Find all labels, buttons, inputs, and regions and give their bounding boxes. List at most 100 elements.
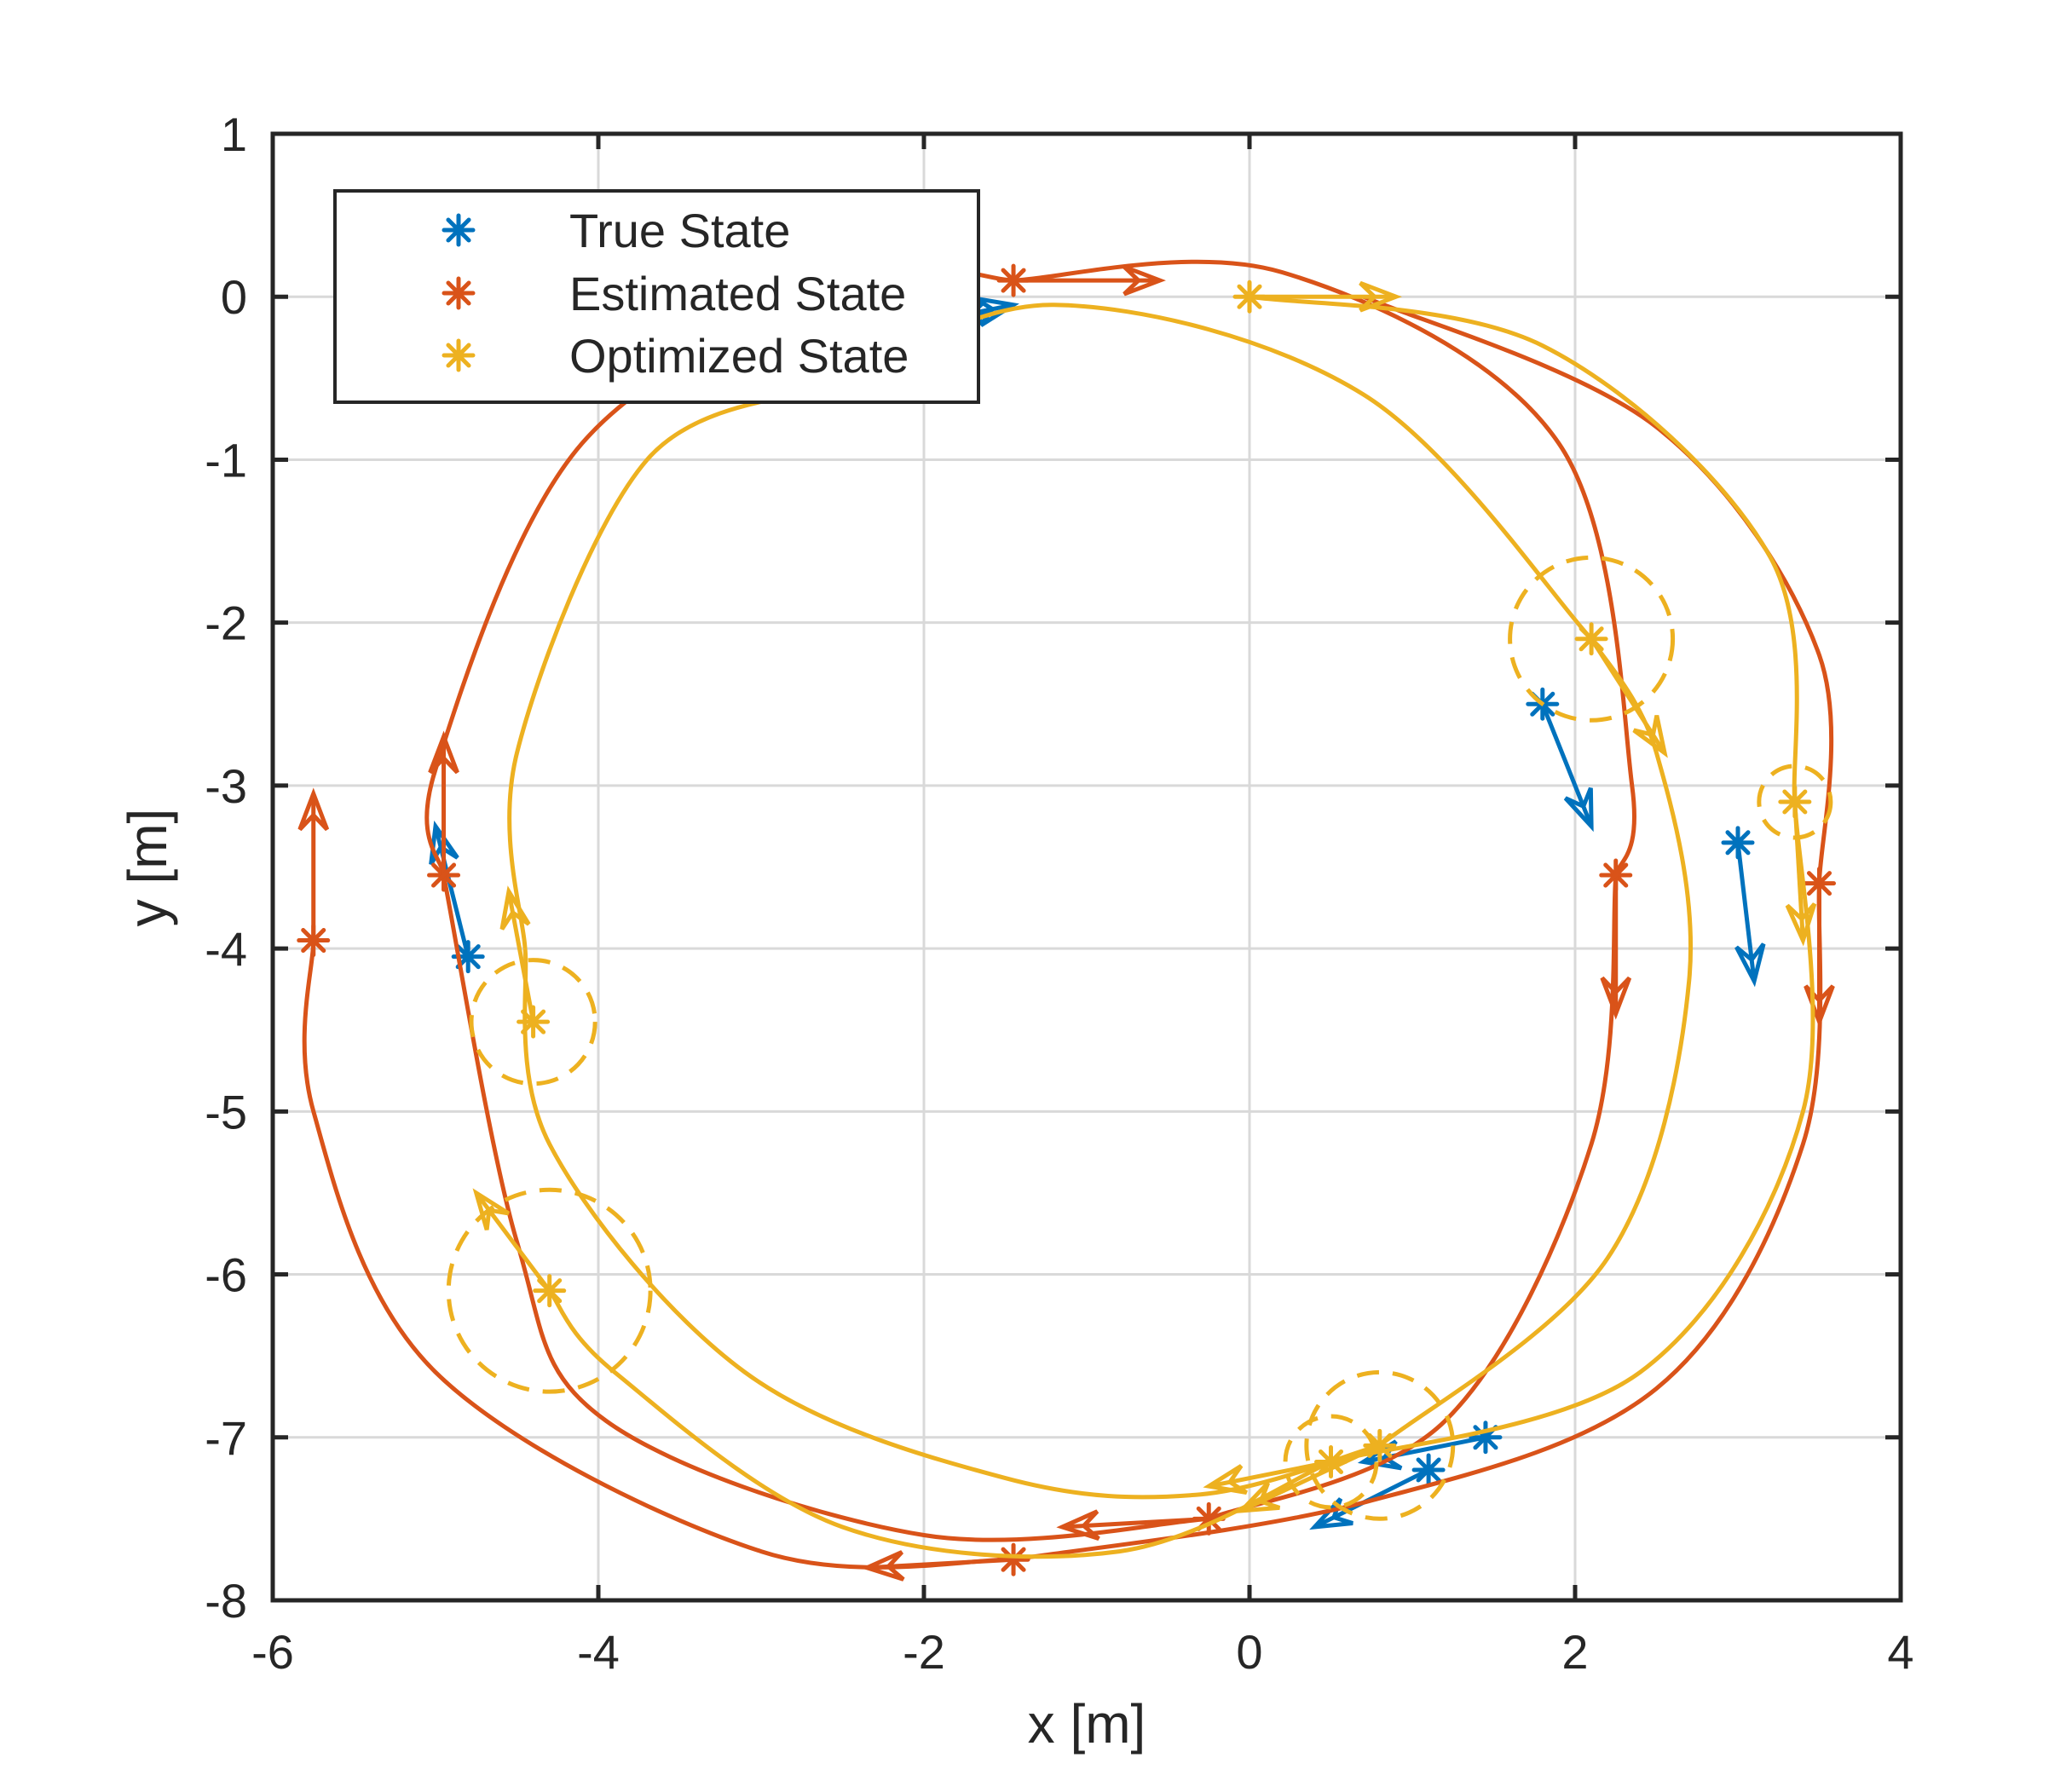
pose-marker-stroke <box>1416 1457 1441 1483</box>
heading-arrow <box>472 1188 551 1293</box>
heading-arrow <box>499 885 536 1023</box>
pose-marker <box>517 1005 551 1039</box>
trajectory-curve <box>302 940 1014 1570</box>
pose-marker-stroke <box>1001 268 1026 293</box>
x-tick-label: 2 <box>1561 1625 1588 1679</box>
heading-arrow-head <box>974 296 1019 327</box>
uncertainty-circle <box>1508 555 1676 723</box>
x-tick-label: 0 <box>1236 1625 1262 1679</box>
pose-marker <box>1232 280 1267 314</box>
legend-label: Estimated State <box>569 267 906 320</box>
plot-frame <box>270 131 1903 1603</box>
uncertainty-circle <box>1304 1369 1456 1521</box>
pose-marker-stroke <box>1001 1547 1026 1572</box>
y-tick-label: -6 <box>205 1248 247 1302</box>
legend-marker-stroke <box>446 343 471 368</box>
pose-marker <box>1599 858 1633 892</box>
x-tick-label: -4 <box>577 1625 620 1679</box>
pose-marker-stroke <box>1725 830 1751 856</box>
trajectory-curve <box>547 1289 1332 1559</box>
pose-marker <box>1803 867 1836 901</box>
heading-arrow <box>861 1550 1014 1582</box>
uncertainty-circle <box>446 1187 653 1394</box>
heading-arrow-head <box>1359 280 1402 313</box>
pose-marker-stroke <box>1318 1449 1344 1474</box>
tick-marks <box>270 131 1903 1603</box>
pose-marker <box>1574 622 1608 656</box>
tick-labels: -6 -4 -2 0 2 4 1 0 -1 -2 -3 -4 -5 -6 -7 -8 <box>205 107 1913 1679</box>
heading-arrow-head <box>1563 787 1594 833</box>
x-tick-label: -6 <box>251 1625 294 1679</box>
legend-marker <box>442 276 476 310</box>
heading-arrow-head <box>1785 902 1817 947</box>
legend: True State Estimated State Optimized State <box>333 189 980 404</box>
pose-marker <box>1721 826 1755 860</box>
heading-arrow-head <box>1123 264 1166 297</box>
y-tick-label: -5 <box>205 1085 247 1138</box>
heading-arrow <box>1600 875 1632 1020</box>
y-tick-label: -3 <box>205 759 247 813</box>
heading-arrow <box>1589 637 1668 758</box>
heading-arrow <box>1236 1444 1381 1513</box>
heading-arrow <box>1785 801 1817 947</box>
pose-marker-stroke <box>1367 1432 1393 1458</box>
pose-marker <box>1363 1428 1397 1462</box>
heading-arrow <box>1804 883 1835 1029</box>
heading-arrow-head <box>1056 1509 1100 1541</box>
pose-marker-stroke <box>537 1278 563 1304</box>
legend-marker-stroke <box>446 217 471 243</box>
y-tick-label: -1 <box>205 433 247 487</box>
heading-arrow-head <box>472 1188 511 1230</box>
uncertainty-circle <box>469 958 597 1086</box>
y-tick-label: -7 <box>205 1411 247 1465</box>
pose-marker <box>297 924 331 958</box>
y-tick-label: -2 <box>205 596 247 650</box>
heading-arrow-head <box>428 730 459 775</box>
y-tick-label: -4 <box>205 922 247 976</box>
pose-marker <box>996 1542 1030 1576</box>
pose-marker-stroke <box>521 1009 546 1034</box>
heading-arrow-head <box>297 787 330 832</box>
heading-arrow <box>428 730 459 876</box>
legend-marker-stroke <box>446 280 471 306</box>
heading-arrow <box>1734 842 1766 988</box>
trajectory-curve <box>1013 259 1636 876</box>
heading-arrow <box>1250 280 1402 313</box>
x-tick-label: 4 <box>1887 1625 1913 1679</box>
pose-marker-stroke <box>301 928 326 954</box>
heading-arrow-shaft <box>1240 1444 1381 1513</box>
trajectory-curve <box>1330 801 1815 1464</box>
trajectory-curve <box>1249 294 1799 803</box>
trajectory-curve <box>1208 874 1619 1521</box>
series-layer <box>297 259 1836 1582</box>
heading-arrow-head <box>1734 942 1766 988</box>
heading-arrow <box>1013 264 1166 297</box>
pose-marker <box>1411 1453 1446 1487</box>
pose-marker <box>996 263 1030 297</box>
heading-arrow-head <box>1632 715 1668 758</box>
uncertainty-circle <box>1283 1414 1379 1510</box>
y-tick-label: 1 <box>221 107 247 161</box>
pose-marker-stroke <box>1237 284 1262 309</box>
legend-label: Optimized State <box>569 329 909 383</box>
heading-arrow-head <box>1203 1464 1248 1495</box>
heading-arrow <box>1056 1509 1209 1541</box>
legend-marker <box>442 338 476 372</box>
heading-arrow-head <box>1236 1481 1281 1513</box>
trajectory-curve <box>522 948 1381 1500</box>
y-axis-label: y [m] <box>117 809 178 927</box>
pose-marker <box>427 858 461 892</box>
legend-label: True State <box>569 204 790 257</box>
legend-box <box>333 189 980 404</box>
y-tick-label: 0 <box>221 270 247 324</box>
heading-arrow <box>1540 703 1594 833</box>
y-tick-label: -8 <box>205 1574 247 1628</box>
legend-marker <box>442 213 476 247</box>
pose-marker-stroke <box>431 862 457 888</box>
pose-marker <box>533 1274 567 1308</box>
pose-marker-stroke <box>1782 789 1808 815</box>
x-tick-label: -2 <box>903 1625 945 1679</box>
pose-marker-stroke <box>1806 871 1832 896</box>
pose-marker-stroke <box>1603 862 1629 888</box>
